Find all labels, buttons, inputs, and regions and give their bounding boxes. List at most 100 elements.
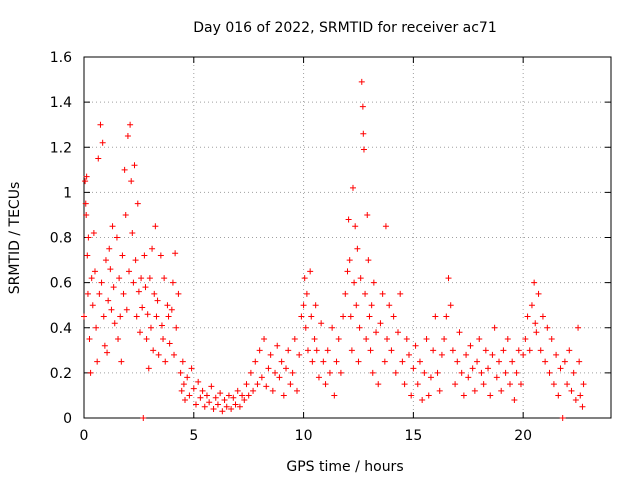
data-point (168, 306, 175, 313)
data-point (165, 313, 172, 320)
data-point (471, 387, 478, 394)
data-point (86, 336, 93, 343)
data-point (289, 369, 296, 376)
data-point (302, 324, 309, 331)
y-tick-label: 1.4 (50, 95, 72, 111)
data-point (434, 369, 441, 376)
y-tick-label: 1 (63, 185, 72, 201)
data-point (309, 358, 316, 365)
data-point (252, 358, 259, 365)
data-point (423, 336, 430, 343)
data-point (381, 358, 388, 365)
data-point (403, 336, 410, 343)
data-point (160, 336, 167, 343)
data-point (580, 381, 587, 388)
data-point (95, 155, 102, 162)
data-point (228, 405, 235, 412)
data-point (287, 381, 294, 388)
data-point (192, 401, 199, 408)
data-point (245, 392, 252, 399)
y-tick-label: 0.8 (50, 231, 72, 247)
data-point (504, 336, 511, 343)
data-point (296, 351, 303, 358)
data-point (110, 284, 117, 291)
data-point (139, 304, 146, 311)
data-point (117, 313, 124, 320)
data-point (382, 223, 389, 230)
data-point (452, 381, 459, 388)
data-point (333, 358, 340, 365)
data-point (133, 313, 140, 320)
data-point (526, 347, 533, 354)
data-point (344, 268, 351, 275)
data-point (206, 399, 213, 406)
data-point (147, 324, 154, 331)
data-point (97, 121, 104, 128)
data-point (528, 302, 535, 309)
data-point (557, 365, 564, 372)
data-point (178, 387, 185, 394)
data-point (349, 184, 356, 191)
data-point (359, 103, 366, 110)
data-point (102, 257, 109, 264)
data-point (199, 387, 206, 394)
data-point (502, 369, 509, 376)
data-point (506, 381, 513, 388)
data-point (85, 234, 92, 241)
data-point (94, 358, 101, 365)
data-point (91, 268, 98, 275)
x-axis-label: GPS time / hours (286, 459, 403, 475)
data-point (568, 387, 575, 394)
data-point (487, 392, 494, 399)
data-point (553, 351, 560, 358)
data-point (329, 324, 336, 331)
data-point (392, 369, 399, 376)
data-point (214, 401, 221, 408)
data-point (106, 245, 113, 252)
data-point (570, 369, 577, 376)
data-point (276, 374, 283, 381)
data-point (278, 358, 285, 365)
data-point (136, 329, 143, 336)
data-point (146, 275, 153, 282)
data-point (449, 347, 456, 354)
data-point (232, 401, 239, 408)
y-tick-label: 1.2 (50, 140, 72, 156)
data-point (180, 381, 187, 388)
data-point (458, 369, 465, 376)
data-point (173, 324, 180, 331)
data-point (256, 347, 263, 354)
data-point (96, 290, 103, 297)
data-point (129, 229, 136, 236)
data-point (443, 313, 450, 320)
data-point (465, 374, 472, 381)
data-point (283, 365, 290, 372)
data-point (324, 347, 331, 354)
data-point (476, 336, 483, 343)
data-point (230, 394, 237, 401)
data-point (363, 336, 370, 343)
data-point (201, 403, 208, 410)
data-point (179, 358, 186, 365)
data-point (300, 302, 307, 309)
data-point (533, 329, 540, 336)
data-point (539, 313, 546, 320)
data-point (223, 403, 230, 410)
data-point (141, 252, 148, 259)
data-point (149, 245, 156, 252)
data-point (172, 250, 179, 257)
data-point (447, 302, 454, 309)
data-point (177, 369, 184, 376)
y-tick-label: 0.4 (50, 321, 72, 337)
data-point (254, 381, 261, 388)
data-point (225, 392, 232, 399)
data-point (414, 381, 421, 388)
data-point (416, 358, 423, 365)
data-point (247, 369, 254, 376)
data-point (151, 290, 158, 297)
data-point (138, 275, 145, 282)
data-point (108, 306, 115, 313)
data-point (318, 320, 325, 327)
data-point (515, 347, 522, 354)
y-tick-label: 0 (63, 411, 72, 427)
